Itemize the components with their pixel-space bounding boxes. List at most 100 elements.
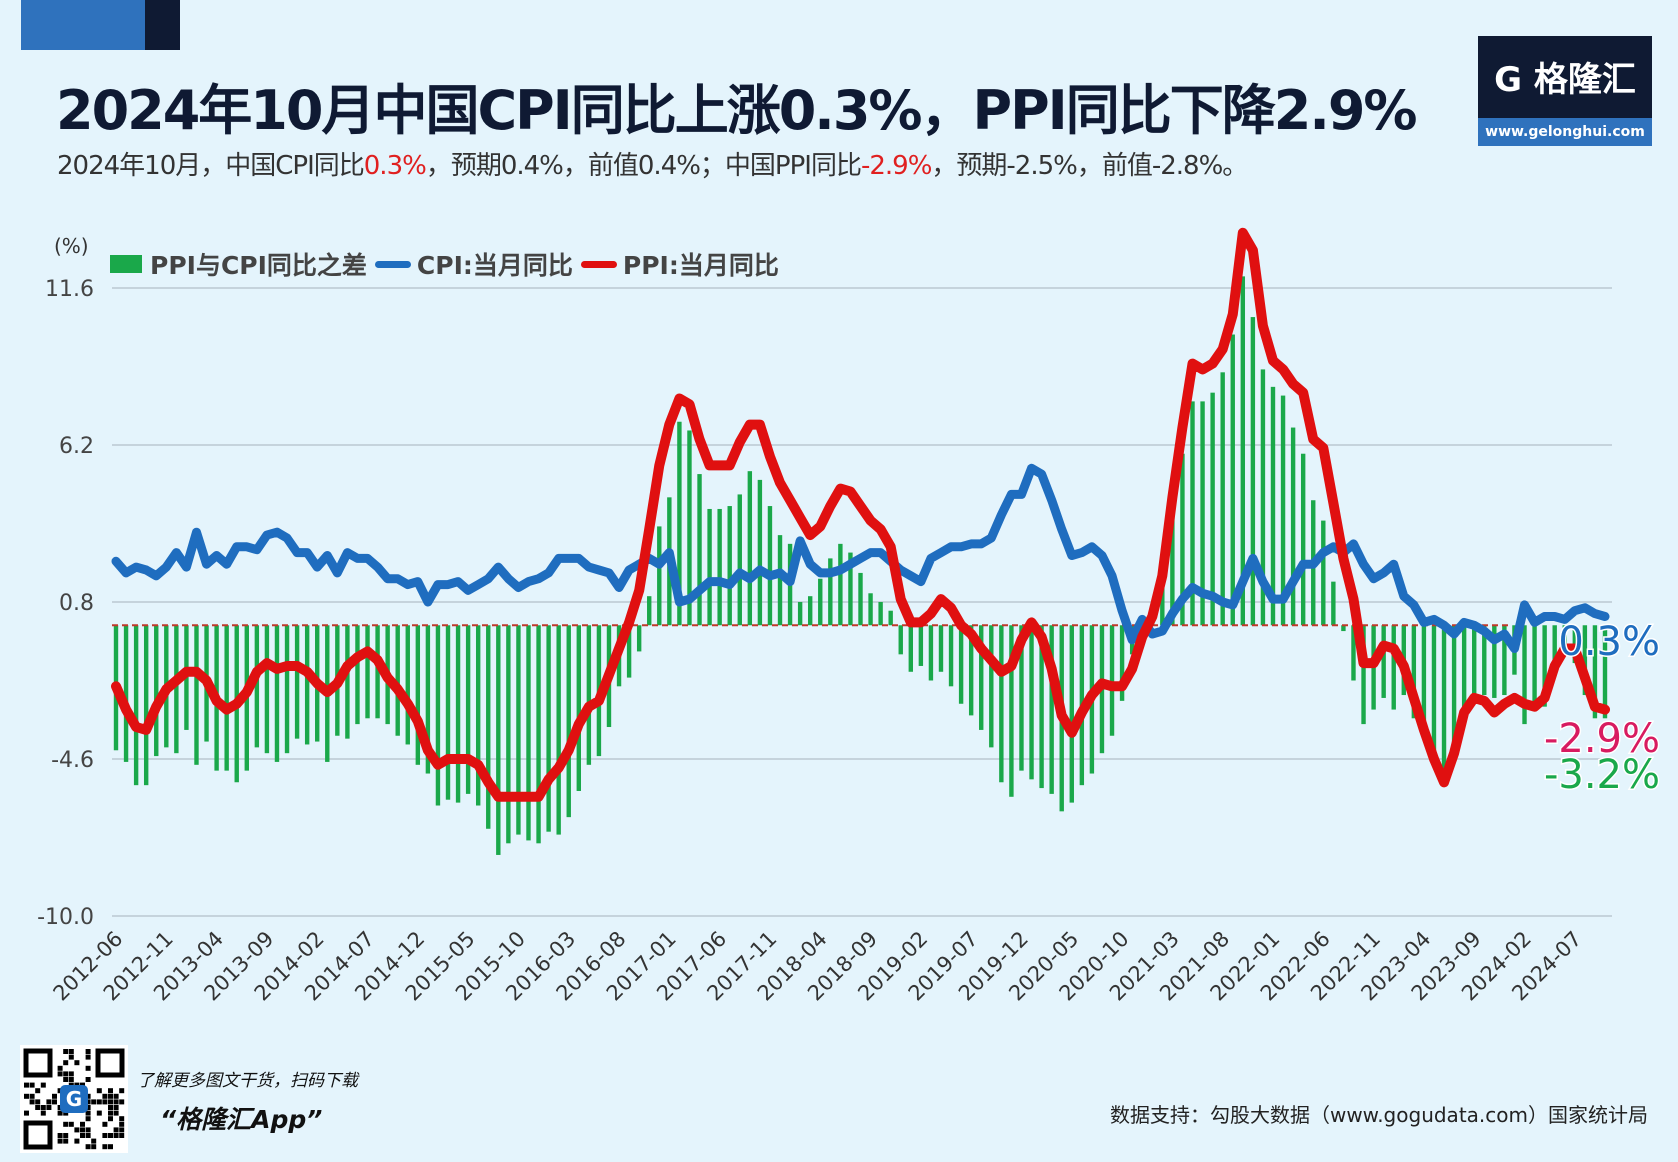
diff-bar <box>143 625 149 786</box>
diff-bar <box>294 625 300 739</box>
diff-bar <box>757 479 763 626</box>
diff-bar <box>1482 625 1487 696</box>
diff-bar <box>657 526 662 626</box>
diff-bar <box>888 610 893 626</box>
diff-bar <box>1492 625 1497 698</box>
diff-bar <box>868 593 873 626</box>
legend-swatch-diff <box>110 255 142 273</box>
diff-bar <box>818 578 823 626</box>
diff-bar <box>1119 625 1125 701</box>
diff-bar <box>747 471 753 626</box>
header-accent-blue <box>21 0 145 50</box>
diff-bar <box>1421 625 1427 733</box>
diff-bar <box>928 625 934 681</box>
ppi-end-label: -2.9% <box>1544 716 1660 762</box>
diff-bar <box>194 625 199 765</box>
diff-bar <box>626 625 632 678</box>
legend-label-diff: PPI与CPI同比之差 <box>150 251 367 280</box>
diff-bar <box>304 625 310 745</box>
diff-bar <box>586 625 592 765</box>
diff-bar <box>1230 334 1235 626</box>
diff-bar <box>697 474 702 626</box>
logo-brand-text: 格隆汇 <box>1533 60 1636 100</box>
diff-bar <box>365 625 370 719</box>
subtitle-cpi-value: 0.3% <box>363 151 427 181</box>
diff-bar <box>526 625 531 841</box>
diff-bar <box>455 625 461 803</box>
diff-bar <box>405 625 410 745</box>
diff-bar <box>727 506 732 626</box>
diff-bar <box>737 494 742 626</box>
diff-bar <box>898 625 903 655</box>
diff-bar <box>174 625 179 754</box>
diff-bar <box>1029 625 1034 780</box>
diff-bar <box>1039 625 1044 789</box>
diff-bar <box>767 506 773 626</box>
y-tick-label: 0.8 <box>59 591 94 616</box>
diff-bar <box>284 625 290 754</box>
diff-bar <box>918 625 924 666</box>
diff-bar <box>1280 395 1286 626</box>
page-title: 2024年10月中国CPI同比上涨0.3%，PPI同比下降2.9% <box>56 79 1418 142</box>
diff-bar <box>1160 570 1165 626</box>
diff-bar <box>1049 625 1054 794</box>
diff-bar <box>1391 625 1396 710</box>
diff-bar <box>647 596 652 626</box>
diff-bar <box>345 625 350 739</box>
diff-bar <box>1582 625 1588 696</box>
diff-bar <box>1431 625 1437 765</box>
diff-bar <box>1321 520 1326 626</box>
y-tick-label: 6.2 <box>59 434 94 459</box>
header-accent-dark <box>145 0 180 50</box>
diff-bar <box>1220 372 1225 626</box>
logo-brand: G 格隆汇 <box>1478 52 1652 101</box>
diff-bar <box>908 625 914 672</box>
diff-bar <box>1009 625 1014 797</box>
diff-bar <box>475 625 481 806</box>
diff-bar <box>807 596 813 626</box>
subtitle-part: ，预期-2.5%，前值-2.8%。 <box>931 151 1248 181</box>
diff-bar <box>1300 453 1306 626</box>
diff-bar <box>1019 625 1024 771</box>
diff-bar <box>516 625 521 835</box>
diff-bar <box>1250 317 1256 626</box>
diff-bar <box>154 625 159 757</box>
diff-bar <box>1351 625 1356 681</box>
diff-bar <box>848 552 853 626</box>
diff-bar <box>1532 625 1537 710</box>
subtitle-part: ，预期0.4%，前值0.4%；中国PPI同比 <box>425 151 862 181</box>
diff-bar <box>1200 401 1205 626</box>
diff-bar <box>556 625 561 835</box>
diff-bar <box>1260 369 1266 626</box>
diff-bar <box>1341 625 1346 632</box>
diff-bar <box>1190 401 1195 626</box>
legend-swatch-cpi <box>374 260 411 268</box>
y-axis-unit: (%) <box>54 234 89 258</box>
diff-bar <box>1441 625 1447 783</box>
diff-bar <box>355 625 360 725</box>
diff-bar <box>415 625 421 765</box>
diff-bar <box>1522 625 1527 725</box>
app-name: “格隆汇App” <box>160 1105 323 1134</box>
diff-bar <box>968 625 974 716</box>
diff-bar <box>425 625 431 774</box>
diff-bar <box>395 625 400 736</box>
diff-bar <box>1170 508 1175 626</box>
diff-bar <box>1592 625 1598 719</box>
diff-bar <box>1451 625 1457 745</box>
diff-bar <box>999 625 1004 783</box>
svg-text:G: G <box>66 1087 82 1111</box>
subtitle: 2024年10月，中国CPI同比0.3%，预期0.4%，前值0.4%；中国PPI… <box>57 145 1248 182</box>
diff-bar <box>838 543 843 626</box>
diff-bar <box>1361 625 1366 725</box>
y-tick-label: -4.6 <box>51 748 94 773</box>
cpi-end-label: 0.3% <box>1558 619 1660 665</box>
diff-bar <box>828 558 833 626</box>
diff-bar <box>536 625 541 844</box>
diff-bar <box>1542 625 1547 707</box>
diff-bar <box>636 625 642 652</box>
diff-bar <box>254 625 260 748</box>
diff-bar <box>1331 581 1336 626</box>
qr-code[interactable]: G <box>20 1045 128 1153</box>
